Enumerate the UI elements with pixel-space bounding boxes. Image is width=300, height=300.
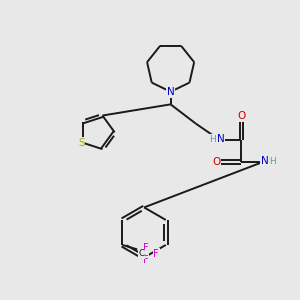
Text: F: F [142, 243, 148, 253]
Text: H: H [209, 135, 216, 144]
Text: O: O [237, 111, 245, 121]
Text: F: F [154, 249, 159, 259]
Text: F: F [142, 255, 148, 265]
Text: N: N [167, 87, 175, 97]
Text: O: O [212, 157, 220, 167]
Text: H: H [269, 157, 276, 166]
Text: C: C [139, 249, 145, 258]
Text: N: N [217, 134, 224, 144]
Text: S: S [78, 138, 85, 148]
Text: N: N [261, 156, 269, 166]
